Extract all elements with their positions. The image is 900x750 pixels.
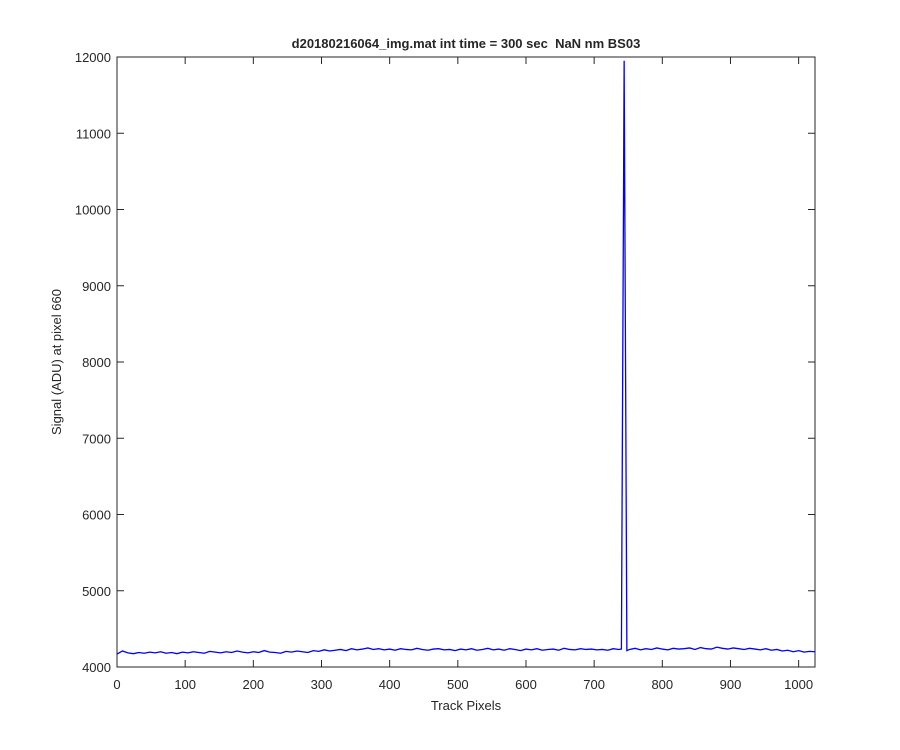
x-tick-label: 900 [720,677,742,692]
y-axis-label: Signal (ADU) at pixel 660 [49,289,64,435]
y-tick-label: 4000 [82,660,111,675]
chart-title: d20180216064_img.mat int time = 300 sec … [292,36,641,51]
y-tick-label: 7000 [82,431,111,446]
x-tick-label: 0 [113,677,120,692]
x-tick-label: 300 [311,677,333,692]
y-tick-label: 12000 [75,50,111,65]
x-tick-label: 200 [242,677,264,692]
y-tick-label: 8000 [82,355,111,370]
line-series [116,60,816,655]
y-tick-label: 10000 [75,203,111,218]
plot-area [116,56,816,668]
x-tick-label: 800 [651,677,673,692]
x-tick-label: 100 [174,677,196,692]
y-tick-label: 5000 [82,584,111,599]
x-axis-label: Track Pixels [431,698,502,713]
x-tick-label: 700 [583,677,605,692]
x-tick-label: 600 [515,677,537,692]
y-tick-label: 9000 [82,279,111,294]
y-tick-label: 11000 [76,126,111,141]
x-tick-label: 400 [379,677,401,692]
x-tick-label: 500 [447,677,469,692]
y-tick-label: 6000 [82,508,111,523]
x-tick-label: 1000 [784,677,813,692]
